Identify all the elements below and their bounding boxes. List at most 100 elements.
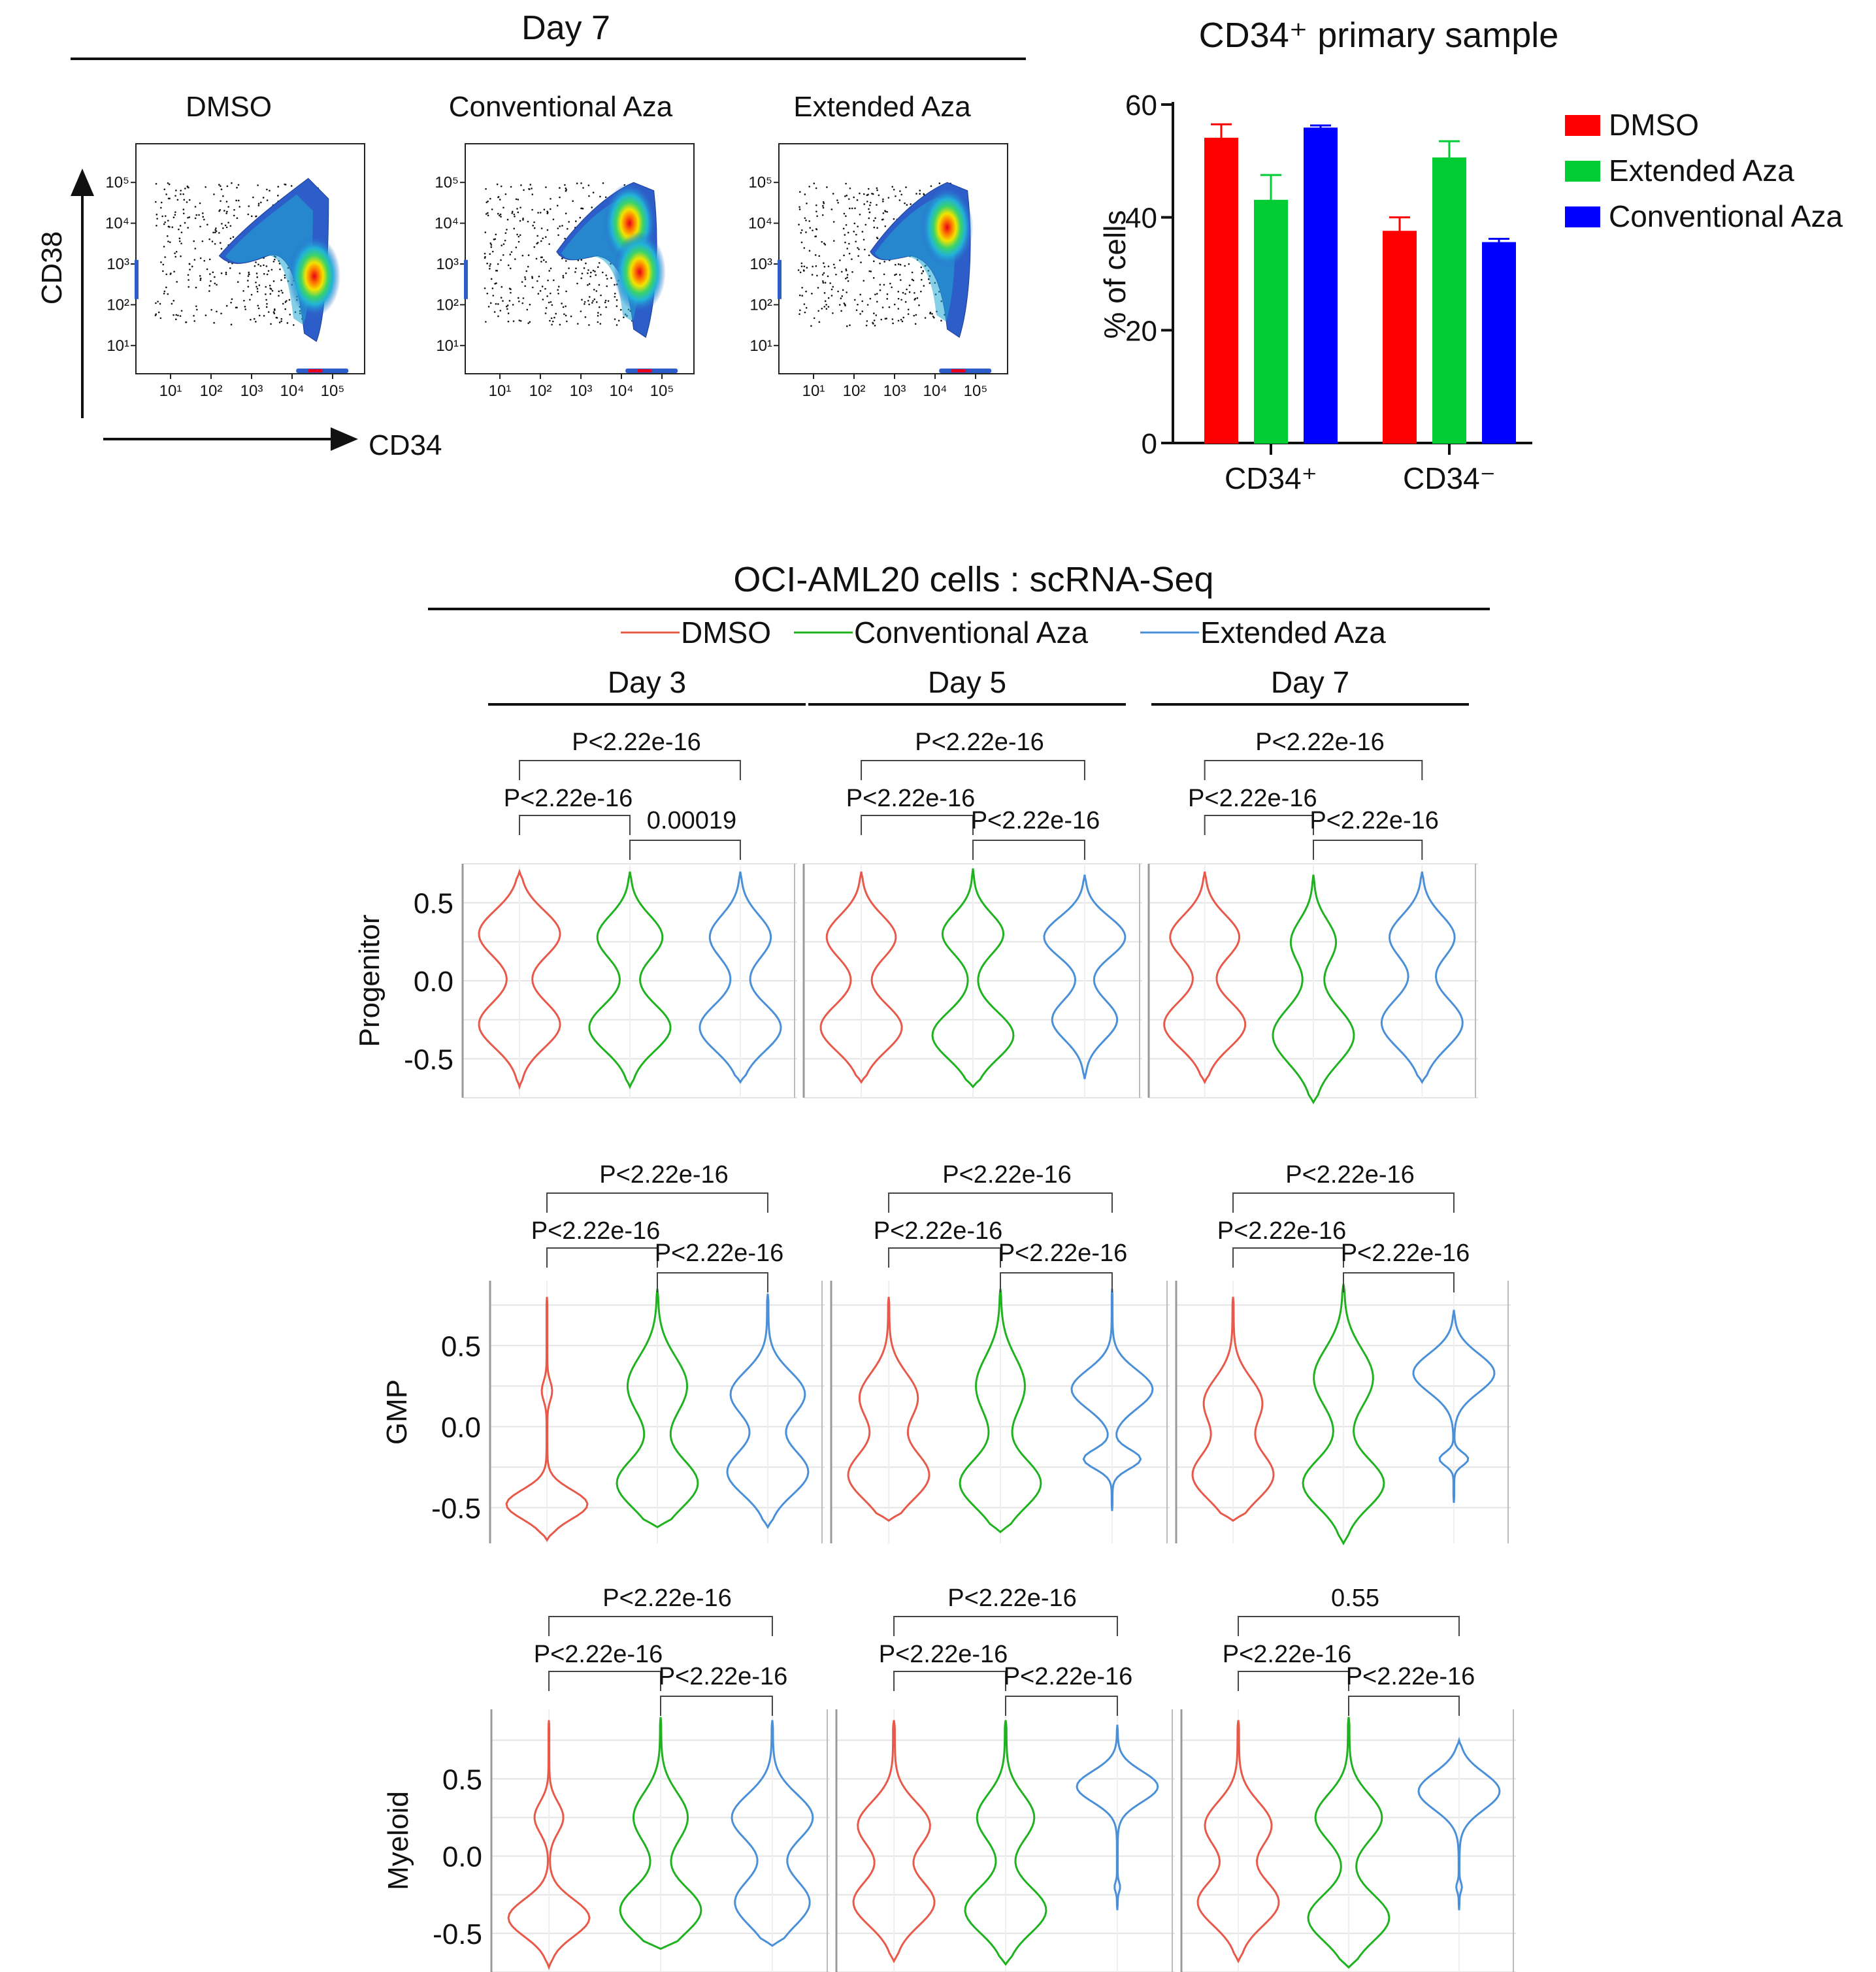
- legend-swatch: [1565, 161, 1600, 182]
- event-dot: [220, 312, 222, 315]
- event-dot: [798, 208, 801, 210]
- violin-y-tick-label: 0.5: [414, 888, 453, 920]
- event-dot: [879, 289, 881, 291]
- event-dot: [878, 194, 880, 197]
- event-dot: [600, 294, 602, 297]
- event-dot: [284, 276, 286, 279]
- bar: [1254, 199, 1288, 444]
- event-dot: [822, 282, 825, 284]
- event-dot: [157, 311, 160, 314]
- event-dot: [549, 320, 551, 322]
- event-dot: [289, 314, 291, 316]
- event-dot: [182, 208, 185, 210]
- event-dot: [884, 210, 887, 212]
- density-hotspot: [613, 231, 666, 313]
- event-dot: [169, 241, 171, 243]
- event-dot: [557, 292, 559, 295]
- event-dot: [866, 304, 869, 306]
- event-dot: [184, 188, 186, 189]
- event-dot: [487, 305, 490, 308]
- event-dot: [605, 274, 607, 276]
- event-dot: [859, 293, 861, 296]
- violin-row: Myeloid0.50.0-0.5P<2.22e-16P<2.22e-16P<2…: [382, 1585, 1516, 1972]
- event-dot: [809, 227, 812, 229]
- event-dot: [176, 281, 178, 283]
- event-dot: [559, 187, 561, 189]
- event-dot: [540, 240, 542, 242]
- event-dot: [580, 310, 582, 312]
- axis-event-hot: [951, 369, 966, 372]
- event-dot: [269, 284, 271, 287]
- comparison-bracket: [1238, 1616, 1460, 1636]
- event-dot: [851, 271, 853, 273]
- violin: [1417, 1736, 1501, 1911]
- event-dot: [597, 314, 599, 317]
- event-dot: [507, 312, 510, 314]
- event-dot: [216, 310, 218, 313]
- event-dot: [537, 212, 539, 214]
- event-dot: [255, 286, 257, 288]
- event-dot: [584, 303, 585, 305]
- event-dot: [490, 278, 493, 280]
- event-dot: [226, 185, 229, 188]
- event-dot: [510, 291, 512, 294]
- event-dot: [524, 276, 526, 278]
- event-dot: [851, 258, 853, 260]
- event-dot: [213, 193, 215, 195]
- event-dot: [280, 289, 282, 291]
- event-dot: [199, 279, 202, 281]
- event-dot: [173, 299, 175, 302]
- event-dot: [233, 208, 235, 211]
- event-dot: [891, 186, 894, 188]
- event-dot: [831, 288, 833, 291]
- violin-panel: P<2.22e-16P<2.22e-16P<2.22e-16: [489, 1161, 825, 1543]
- event-dot: [232, 236, 235, 238]
- event-dot: [517, 211, 519, 214]
- event-dot: [195, 286, 197, 289]
- event-dot: [823, 306, 826, 308]
- legend-label: DMSO: [1609, 108, 1699, 142]
- event-dot: [519, 234, 521, 237]
- event-dot: [863, 193, 865, 195]
- legend-label: DMSO: [681, 616, 771, 649]
- event-dot: [827, 297, 830, 299]
- event-dot: [823, 272, 825, 274]
- event-dot: [164, 215, 167, 217]
- event-dot: [821, 240, 823, 243]
- bar: [1383, 231, 1417, 444]
- event-dot: [832, 263, 835, 266]
- event-dot: [284, 301, 287, 303]
- x-tick-label: 10²: [529, 382, 552, 400]
- event-dot: [562, 276, 565, 279]
- event-dot: [254, 265, 256, 267]
- event-dot: [826, 186, 828, 188]
- event-dot: [848, 252, 851, 255]
- violin: [1196, 1720, 1280, 1964]
- event-dot: [561, 225, 563, 227]
- event-dot: [813, 317, 815, 320]
- event-dot: [522, 218, 524, 220]
- event-dot: [500, 259, 502, 261]
- violin: [1272, 874, 1355, 1105]
- event-dot: [876, 237, 879, 240]
- event-dot: [223, 210, 225, 212]
- event-dot: [550, 267, 552, 270]
- event-dot: [187, 274, 189, 276]
- event-dot: [167, 225, 170, 228]
- violin: [699, 871, 782, 1084]
- event-dot: [593, 298, 596, 301]
- event-dot: [876, 227, 878, 229]
- event-dot: [218, 210, 220, 212]
- event-dot: [895, 263, 897, 266]
- event-dot: [823, 265, 826, 268]
- event-dot: [881, 200, 884, 203]
- event-dot: [592, 191, 595, 193]
- event-dot: [208, 238, 210, 240]
- event-dot: [230, 323, 233, 325]
- event-dot: [212, 231, 214, 234]
- event-dot: [866, 320, 868, 322]
- event-dot: [277, 195, 279, 197]
- event-dot: [508, 300, 511, 302]
- event-dot: [248, 271, 250, 274]
